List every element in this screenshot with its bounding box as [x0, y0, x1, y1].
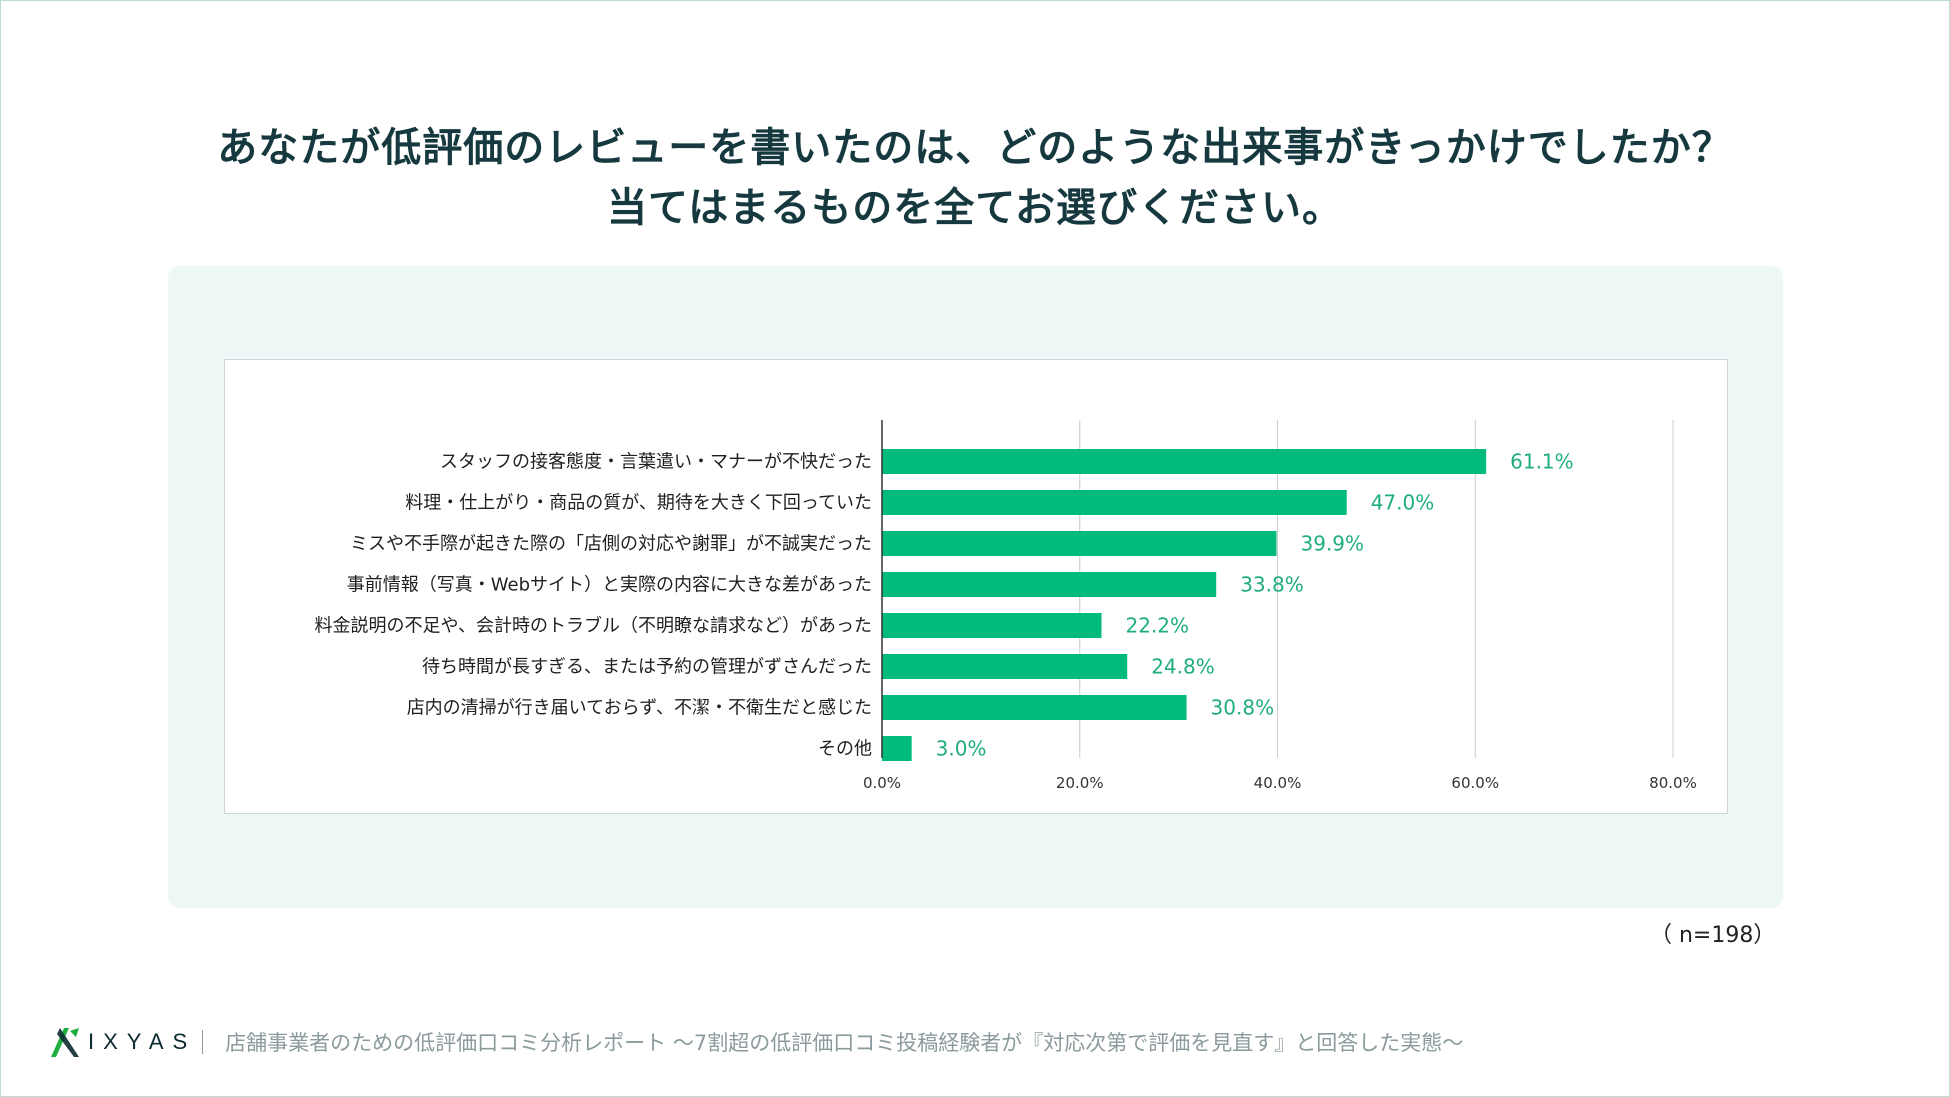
bar	[882, 613, 1102, 638]
bar	[882, 654, 1128, 679]
title-line-2: 当てはまるものを全てお選びください。	[607, 185, 1343, 231]
bar	[882, 736, 912, 761]
value-label: 3.0%	[936, 737, 987, 761]
category-label: その他	[818, 739, 872, 760]
footer: IXYAS 店舗事業者のための低評価口コミ分析レポート ～7割超の低評価口コミ投…	[48, 1024, 1463, 1060]
value-label: 22.2%	[1126, 614, 1190, 638]
category-label: ミスや不手際が起きた際の「店側の対応や謝罪」が不誠実だった	[350, 534, 872, 555]
title-line-1: あなたが低評価のレビューを書いたのは、どのような出来事がきっかけでしたか？	[217, 125, 1733, 171]
category-label: 料理・仕上がり・商品の質が、期待を大きく下回っていた	[405, 493, 872, 514]
sample-size-note: （ n=198）	[1650, 923, 1776, 948]
bar	[882, 531, 1277, 556]
page-title: あなたが低評価のレビューを書いたのは、どのような出来事がきっかけでしたか？ 当て…	[0, 118, 1950, 238]
x-tick-label: 80.0%	[1649, 774, 1697, 792]
chart-box: スタッフの接客態度・言葉遣い・マナーが不快だった 61.1% 料理・仕上がり・商品の…	[224, 359, 1728, 814]
bar	[882, 449, 1487, 474]
category-label: 料金説明の不足や、会計時のトラブル（不明瞭な請求など）があった	[315, 615, 872, 637]
value-label: 61.1%	[1510, 450, 1574, 474]
value-label: 30.8%	[1211, 696, 1275, 720]
category-label: 事前情報（写真・Webサイト）と実際の内容に大きな差があった	[347, 575, 872, 596]
value-label: 33.8%	[1240, 573, 1304, 597]
value-label: 24.8%	[1151, 655, 1215, 679]
bar	[882, 695, 1187, 720]
value-label: 39.9%	[1301, 532, 1365, 556]
logo-text: IXYAS	[88, 1029, 197, 1054]
value-label: 47.0%	[1371, 491, 1435, 515]
x-tick-label: 0.0%	[863, 774, 901, 792]
category-label: 店内の清掃が行き届いておらず、不潔・不衛生だと感じた	[407, 698, 872, 719]
category-label: 待ち時間が長すぎる、または予約の管理がずさんだった	[422, 657, 872, 678]
bar-chart: スタッフの接客態度・言葉遣い・マナーが不快だった 61.1% 料理・仕上がり・商品の…	[315, 420, 1697, 792]
bar	[882, 572, 1217, 597]
footer-divider	[202, 1030, 204, 1054]
bar	[882, 490, 1347, 515]
x-tick-label: 60.0%	[1451, 774, 1499, 792]
logo: IXYAS	[48, 1025, 196, 1059]
category-label: スタッフの接客態度・言葉遣い・マナーが不快だった	[440, 452, 872, 473]
x-tick-label: 20.0%	[1056, 774, 1104, 792]
ixyas-logo-icon	[51, 1028, 79, 1057]
report-title: 店舗事業者のための低評価口コミ分析レポート ～7割超の低評価口コミ投稿経験者が『…	[225, 1031, 1464, 1055]
x-tick-label: 40.0%	[1254, 774, 1302, 792]
